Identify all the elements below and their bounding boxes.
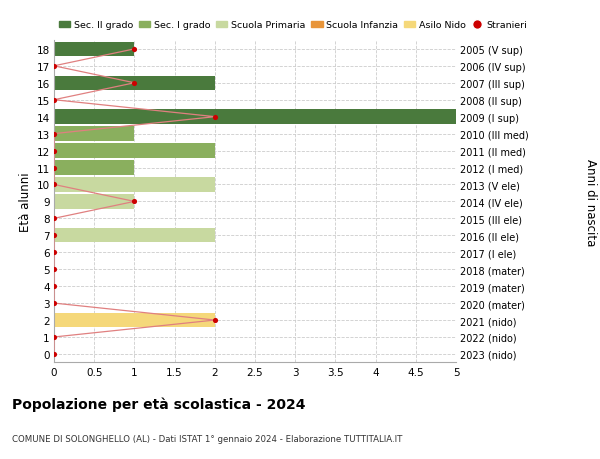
Point [210, 114, 220, 121]
Bar [54, 178, 215, 192]
Point [49, 63, 59, 70]
Point [49, 181, 59, 189]
Point [130, 46, 139, 53]
Y-axis label: Età alunni: Età alunni [19, 172, 32, 232]
Bar [54, 127, 134, 141]
Bar [54, 110, 456, 124]
Point [49, 334, 59, 341]
Point [49, 215, 59, 223]
Bar [54, 43, 134, 57]
Point [49, 232, 59, 240]
Bar [54, 229, 215, 243]
Point [49, 266, 59, 273]
Point [49, 97, 59, 104]
Point [49, 300, 59, 307]
Point [49, 249, 59, 257]
Point [130, 80, 139, 87]
Legend: Sec. II grado, Sec. I grado, Scuola Primaria, Scuola Infanzia, Asilo Nido, Stran: Sec. II grado, Sec. I grado, Scuola Prim… [59, 21, 527, 30]
Point [49, 131, 59, 138]
Point [130, 198, 139, 206]
Bar [54, 76, 215, 91]
Text: Popolazione per età scolastica - 2024: Popolazione per età scolastica - 2024 [12, 397, 305, 412]
Point [49, 351, 59, 358]
Point [210, 317, 220, 324]
Bar [54, 195, 134, 209]
Point [49, 147, 59, 155]
Point [49, 164, 59, 172]
Bar [54, 313, 215, 328]
Bar [54, 161, 134, 175]
Text: COMUNE DI SOLONGHELLO (AL) - Dati ISTAT 1° gennaio 2024 - Elaborazione TUTTITALI: COMUNE DI SOLONGHELLO (AL) - Dati ISTAT … [12, 434, 403, 443]
Text: Anni di nascita: Anni di nascita [584, 158, 597, 246]
Bar [54, 144, 215, 158]
Point [49, 283, 59, 290]
